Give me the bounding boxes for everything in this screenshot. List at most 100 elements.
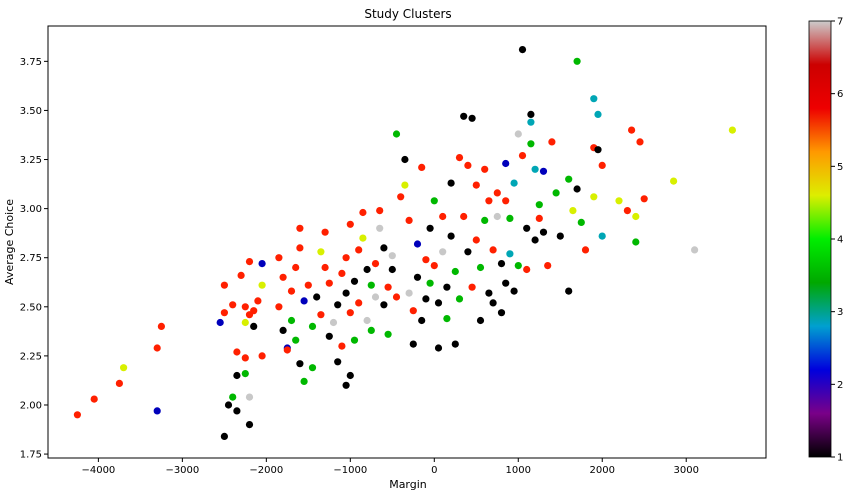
data-point [401, 181, 409, 189]
data-point [376, 207, 384, 215]
data-point [275, 254, 283, 262]
data-point [476, 316, 485, 325]
data-point [371, 260, 380, 268]
data-point [544, 262, 552, 270]
data-point [615, 197, 623, 205]
data-point [388, 252, 396, 260]
data-point [460, 212, 468, 221]
colorbar-tick-label: 5 [837, 162, 843, 173]
data-point [363, 265, 371, 274]
colorbar-tick-label: 3 [837, 307, 843, 318]
colorbar [808, 20, 832, 458]
data-point [304, 281, 312, 289]
data-point [241, 303, 249, 311]
data-point [523, 224, 531, 232]
data-point [216, 318, 224, 327]
data-point [346, 371, 354, 380]
data-point [329, 318, 338, 327]
data-point [371, 293, 380, 301]
data-point [346, 309, 354, 317]
data-point [489, 246, 497, 254]
data-point [502, 279, 510, 287]
data-point [317, 248, 325, 256]
data-point [527, 118, 535, 126]
data-point [636, 138, 644, 146]
data-point [296, 360, 304, 368]
colorbar-tick-label: 1 [837, 453, 843, 464]
data-point [287, 287, 296, 295]
x-tick-label: 1000 [506, 465, 531, 476]
data-point [384, 330, 392, 338]
data-point [489, 299, 497, 307]
data-point [376, 224, 384, 232]
data-point [569, 207, 577, 215]
data-point [493, 189, 501, 197]
x-axis-label: Margin [389, 478, 427, 491]
data-point [460, 112, 468, 120]
data-point [409, 307, 417, 315]
data-point [367, 281, 375, 289]
data-point [405, 216, 413, 224]
data-point [321, 263, 329, 272]
x-tick-label: −1000 [333, 465, 367, 476]
data-point [573, 57, 581, 65]
y-tick-label: 2.75 [20, 253, 42, 264]
data-point [229, 393, 237, 401]
data-point [308, 364, 317, 372]
data-point [514, 130, 522, 138]
data-point [241, 318, 249, 327]
data-point [359, 234, 367, 242]
data-point [565, 175, 573, 183]
data-point [250, 322, 258, 330]
data-point [350, 277, 359, 285]
data-point [296, 244, 304, 252]
data-point [153, 407, 161, 415]
y-tick-label: 2.50 [20, 302, 42, 313]
data-point [527, 110, 535, 118]
data-point [258, 260, 266, 268]
data-point [632, 238, 640, 246]
data-point [539, 228, 548, 236]
data-point [258, 352, 266, 360]
data-point [439, 248, 447, 256]
data-point [292, 336, 300, 344]
data-point [233, 371, 241, 380]
data-point [573, 185, 581, 193]
data-point [73, 411, 81, 419]
data-point [481, 216, 489, 224]
data-point [623, 207, 632, 215]
x-tick-label: −2000 [249, 465, 283, 476]
x-tick-label: 2000 [590, 465, 615, 476]
y-tick-label: 3.00 [20, 204, 42, 215]
data-point [430, 262, 438, 270]
data-point [502, 197, 510, 205]
data-point [413, 240, 422, 248]
y-tick-label: 3.25 [20, 155, 42, 166]
data-point [468, 283, 476, 291]
data-point [594, 110, 602, 118]
data-point [527, 140, 535, 148]
data-point [90, 395, 98, 403]
data-point [531, 236, 539, 244]
data-point [296, 224, 304, 232]
data-point [237, 271, 245, 279]
data-point [283, 346, 291, 354]
data-point [245, 311, 254, 319]
colorbar-tick-label: 6 [837, 89, 843, 100]
data-point [439, 212, 447, 221]
data-point [535, 201, 543, 209]
data-point [245, 393, 254, 401]
data-point [367, 326, 375, 334]
data-point [691, 246, 699, 254]
data-point [468, 114, 476, 122]
data-point [384, 283, 392, 291]
data-point [464, 161, 472, 169]
data-point [346, 220, 354, 228]
data-point [233, 348, 241, 356]
data-point [502, 159, 510, 168]
data-point [313, 293, 321, 301]
data-point [556, 232, 564, 240]
data-point [157, 322, 165, 330]
data-point [241, 370, 249, 378]
data-point [506, 250, 514, 258]
